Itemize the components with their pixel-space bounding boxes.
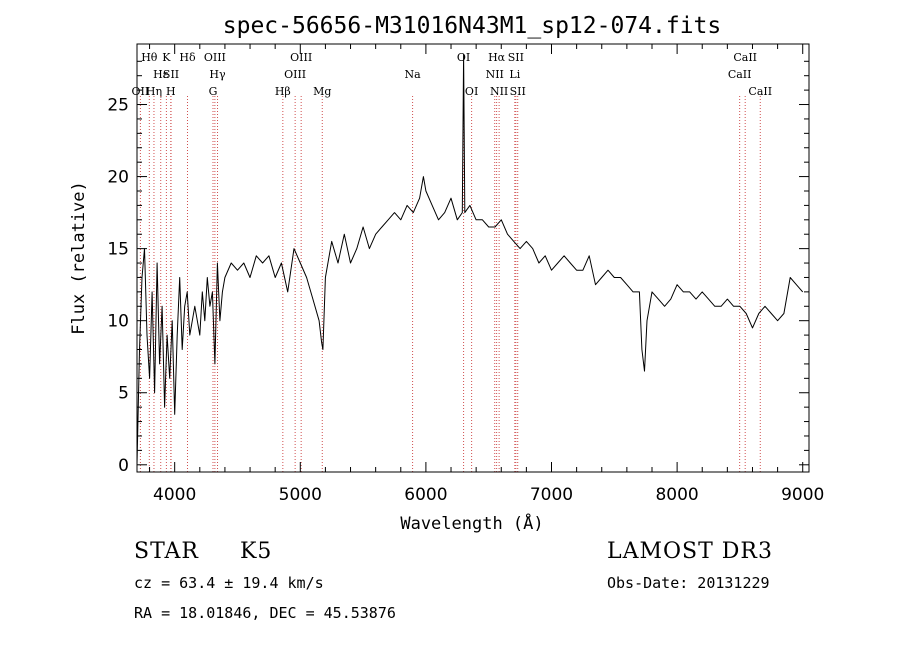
marker-label-SII-4072: SII (163, 68, 179, 81)
spectrum-line (136, 53, 804, 465)
x-axis-label: Wavelength (Å) (400, 512, 543, 534)
marker-label-H-gamma: Hγ (209, 68, 226, 81)
x-tick-label: 6000 (404, 485, 447, 505)
chart-title: spec-56656-M31016N43M1_sp12-074.fits (223, 13, 722, 39)
marker-label-OIII-5007: OIII (290, 51, 312, 64)
marker-label-OIII-4363: OIII (204, 51, 226, 64)
x-tick-label: 8000 (655, 485, 698, 505)
marker-label-H-eta: Hη (146, 85, 162, 98)
marker-label-Mg: Mg (313, 85, 331, 98)
marker-label-SII-6731: SII (510, 85, 526, 98)
y-tick-label: 20 (107, 168, 129, 188)
marker-label-H-theta: Hθ (141, 51, 158, 64)
marker-label-SII-6716: SII (508, 51, 524, 64)
sky-coordinates: RA = 18.01846, DEC = 45.53876 (134, 604, 396, 622)
spectrum-trace (136, 53, 804, 465)
marker-label-K: K (162, 51, 171, 64)
y-tick-label: 25 (107, 96, 129, 116)
y-tick-label: 0 (118, 456, 129, 476)
marker-label-OII: OII (132, 85, 150, 98)
marker-label-CaII-8498: CaII (728, 68, 752, 81)
y-tick-label: 15 (107, 240, 129, 260)
y-tick-label: 10 (107, 312, 129, 332)
marker-label-OI-6364: OI (465, 85, 478, 98)
redshift-velocity: cz = 63.4 ± 19.4 km/s (134, 574, 324, 592)
observation-date: Obs-Date: 20131229 (607, 574, 770, 592)
marker-label-NII-6548: NII (486, 68, 504, 81)
marker-label-OIII-4959: OIII (284, 68, 306, 81)
y-tick-label: 5 (118, 384, 129, 404)
marker-label-Li: Li (509, 68, 520, 81)
marker-label-G: G (209, 85, 218, 98)
marker-label-CaII-8542: CaII (733, 51, 757, 64)
x-tick-label: 9000 (781, 485, 824, 505)
marker-label-H-delta: Hδ (179, 51, 196, 64)
x-tick-label: 4000 (153, 485, 196, 505)
marker-label-Na: Na (404, 68, 421, 81)
object-class: STAR (134, 539, 199, 564)
y-axis-ticks: 0 5 10 15 20 25 (107, 60, 809, 476)
marker-label-CaII-8662: CaII (748, 85, 772, 98)
marker-label-NII-6583: NII (490, 85, 508, 98)
marker-label-H-alpha: Hα (488, 51, 506, 64)
marker-label-H-beta: Hβ (275, 85, 291, 98)
y-axis-label: Flux (relative) (69, 181, 89, 335)
plot-frame (136, 43, 810, 473)
x-axis-ticks: 4000 5000 6000 7000 8000 9000 (149, 44, 824, 505)
marker-label-H-epsilon: Hε (153, 68, 169, 81)
marker-label-H: H (166, 85, 176, 98)
x-tick-label: 5000 (279, 485, 322, 505)
object-subclass: K5 (240, 539, 273, 564)
x-tick-label: 7000 (530, 485, 573, 505)
survey-name: LAMOST DR3 (607, 539, 773, 564)
